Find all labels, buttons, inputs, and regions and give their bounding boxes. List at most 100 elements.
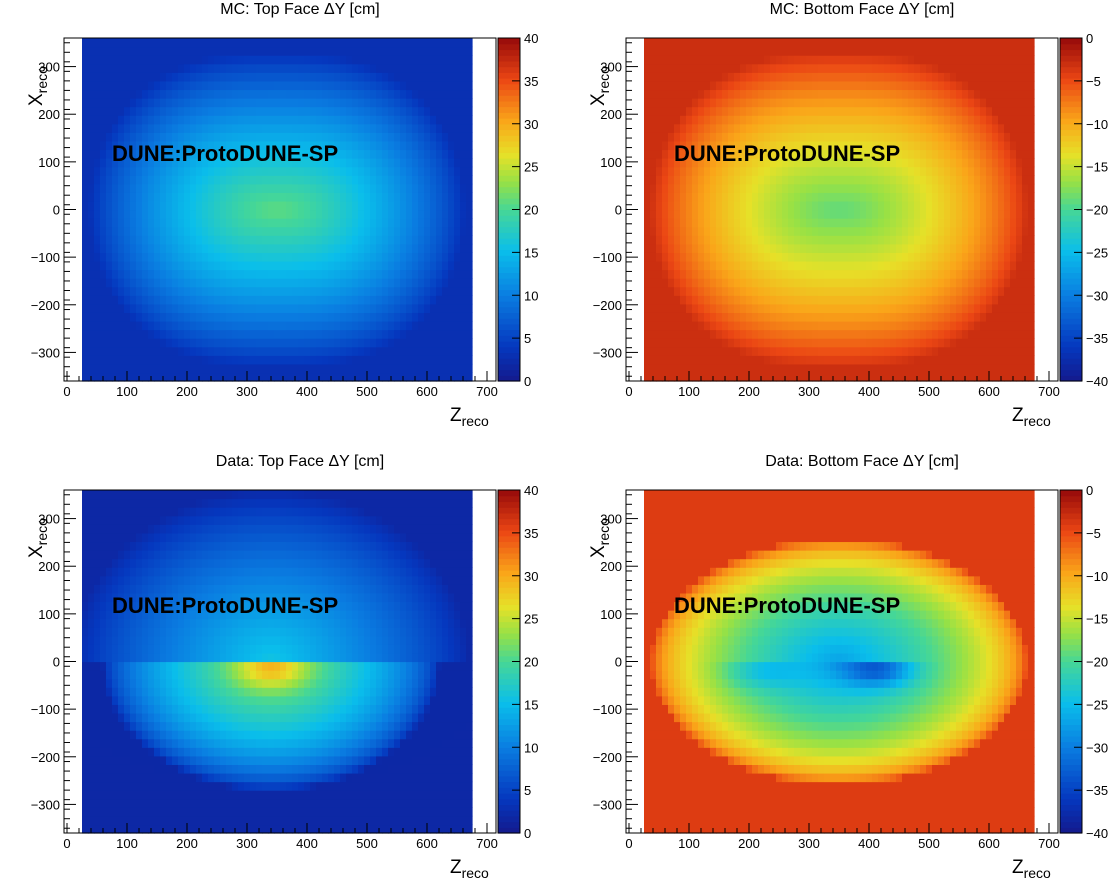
heatmap-cell (328, 46, 335, 56)
heatmap-cell (764, 98, 771, 108)
heatmap-cell (334, 252, 341, 262)
heatmap-cell (250, 98, 257, 108)
heatmap-cell (956, 338, 963, 348)
heatmap-cell (316, 46, 323, 56)
heatmap-cell (448, 209, 455, 219)
heatmap-cell (376, 46, 383, 56)
heatmap-cell (418, 363, 425, 374)
heatmap-cell (908, 252, 915, 262)
heatmap-cell (656, 355, 663, 365)
heatmap-cell (238, 312, 245, 322)
heatmap-cell (890, 209, 897, 219)
heatmap-cell (256, 63, 263, 73)
heatmap-cell (268, 63, 275, 73)
heatmap-cell (466, 72, 473, 82)
heatmap-cell (148, 346, 155, 356)
heatmap-cell (124, 338, 131, 348)
heatmap-cell (716, 166, 723, 176)
heatmap-cell (388, 286, 395, 296)
heatmap-cell (848, 320, 855, 331)
heatmap-cell (88, 158, 95, 168)
heatmap-cell (184, 89, 191, 99)
heatmap-cell (394, 149, 401, 159)
heatmap-cell (442, 295, 449, 305)
heatmap-cell (358, 278, 365, 288)
heatmap-cell (400, 252, 407, 262)
heatmap-cell (112, 106, 119, 116)
heatmap-cell (770, 192, 777, 202)
heatmap-cell (442, 149, 449, 159)
heatmap-cell (734, 38, 741, 48)
heatmap-cell (782, 175, 789, 185)
heatmap-cell (692, 226, 699, 236)
heatmap-cell (860, 46, 867, 56)
heatmap-cell (184, 209, 191, 219)
heatmap-cell (884, 218, 891, 228)
heatmap-cell (196, 286, 203, 296)
heatmap-cell (950, 252, 957, 262)
heatmap-cell (370, 38, 377, 48)
heatmap-cell (340, 235, 347, 245)
heatmap-cell (136, 269, 143, 279)
color-scale-step (498, 169, 520, 176)
heatmap-cell (662, 123, 669, 133)
heatmap-cell (884, 38, 891, 48)
heatmap-cell (836, 269, 843, 279)
heatmap-cell (400, 175, 407, 185)
heatmap-cell (166, 98, 173, 108)
heatmap-cell (142, 252, 149, 262)
heatmap-cell (902, 158, 909, 168)
heatmap-cell (430, 269, 437, 279)
heatmap-cell (692, 260, 699, 271)
heatmap-cell (124, 235, 131, 245)
heatmap-cell (734, 140, 741, 151)
heatmap-cell (298, 218, 305, 228)
heatmap-cell (358, 192, 365, 202)
heatmap-cell (100, 269, 107, 279)
heatmap-cell (190, 363, 197, 374)
heatmap-cell (962, 123, 969, 133)
heatmap-cell (190, 303, 197, 313)
heatmap-cell (650, 295, 657, 305)
heatmap-cell (316, 38, 323, 48)
heatmap-cell (244, 209, 251, 219)
heatmap-cell (944, 320, 951, 331)
heatmap-cell (400, 320, 407, 331)
heatmap-cell (370, 80, 377, 91)
heatmap-cell (382, 235, 389, 245)
heatmap-cell (238, 115, 245, 125)
heatmap-cell (214, 338, 221, 348)
heatmap-cell (400, 329, 407, 339)
heatmap-cell (304, 46, 311, 56)
heatmap-cell (890, 303, 897, 313)
heatmap-cell (896, 38, 903, 48)
heatmap-cell (854, 338, 861, 348)
heatmap-cell (310, 115, 317, 125)
heatmap-cell (890, 46, 897, 56)
heatmap-cell (118, 115, 125, 125)
heatmap-cell (872, 63, 879, 73)
heatmap-cell (370, 303, 377, 313)
heatmap-cell (812, 295, 819, 305)
heatmap-cell (848, 200, 855, 211)
heatmap-cell (400, 38, 407, 48)
heatmap-cell (298, 192, 305, 202)
heatmap-cell (728, 295, 735, 305)
heatmap-cell (88, 132, 95, 142)
heatmap-cell (686, 166, 693, 176)
heatmap-cell (412, 72, 419, 82)
heatmap-cell (680, 192, 687, 202)
heatmap-cell (358, 363, 365, 374)
heatmap-cell (830, 226, 837, 236)
heatmap-cell (94, 278, 101, 288)
heatmap-cell (238, 80, 245, 91)
heatmap-cell (82, 355, 89, 365)
color-scale-step (498, 243, 520, 251)
heatmap-cell (352, 200, 359, 211)
heatmap-cell (824, 166, 831, 176)
heatmap-cell (944, 132, 951, 142)
heatmap-cell (424, 80, 431, 91)
heatmap-cell (358, 38, 365, 48)
heatmap-cell (448, 140, 455, 151)
heatmap-cell (644, 200, 651, 211)
